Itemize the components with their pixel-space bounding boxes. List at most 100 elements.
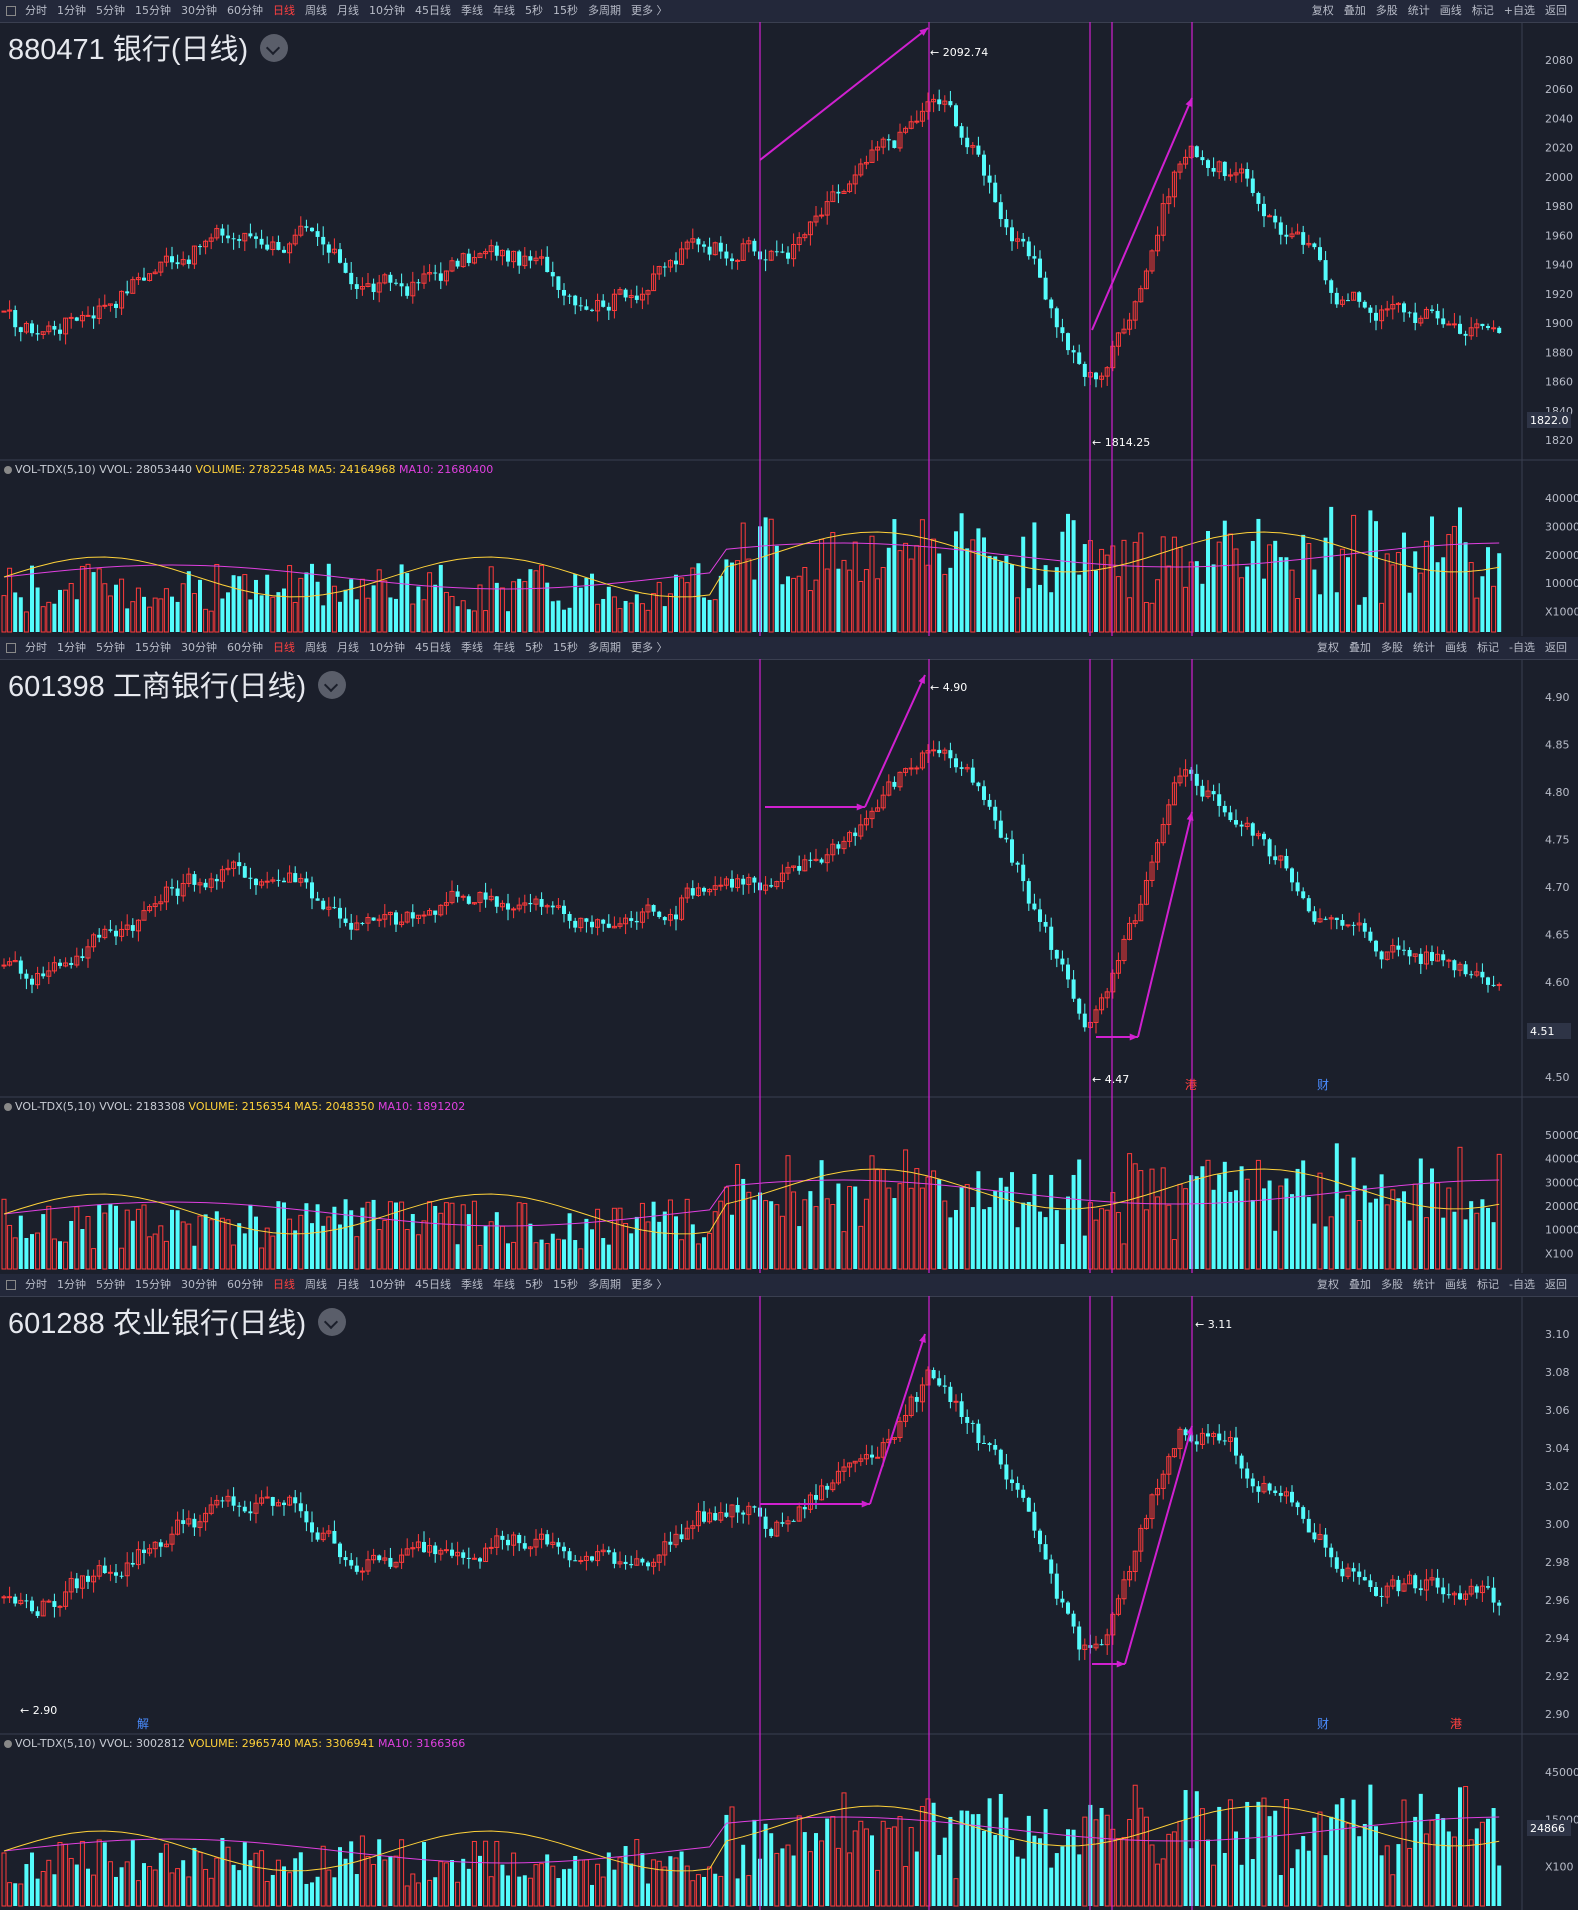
period-tab[interactable]: 周线 bbox=[305, 1278, 327, 1291]
tool-button[interactable]: 标记 bbox=[1471, 4, 1494, 17]
tool-button[interactable]: 复权 bbox=[1311, 4, 1334, 17]
period-tab[interactable]: 10分钟 bbox=[369, 641, 405, 654]
period-tab[interactable]: 15秒 bbox=[553, 641, 578, 654]
tool-button[interactable]: 多股 bbox=[1381, 641, 1404, 654]
period-tab[interactable]: 15秒 bbox=[553, 1278, 578, 1291]
tool-button[interactable]: 返回 bbox=[1545, 4, 1567, 17]
event-mark: 财 bbox=[1317, 1717, 1329, 1731]
indicator-toggle-icon[interactable] bbox=[4, 1740, 12, 1748]
tool-button[interactable]: 复权 bbox=[1317, 1278, 1340, 1291]
period-tab[interactable]: 30分钟 bbox=[181, 1278, 217, 1291]
period-tab[interactable]: 45日线 bbox=[415, 641, 451, 654]
candlestick-chart[interactable]: 2080206020402020200019801960194019201900… bbox=[0, 0, 1578, 636]
period-tab[interactable]: 1分钟 bbox=[57, 1278, 86, 1291]
tool-button[interactable]: 叠加 bbox=[1349, 1278, 1372, 1291]
indicator-toggle-icon[interactable] bbox=[4, 1103, 12, 1111]
tool-button[interactable]: 叠加 bbox=[1349, 641, 1372, 654]
period-tab[interactable]: 日线 bbox=[273, 1278, 295, 1291]
volume-indicator-header[interactable]: VOL-TDX(5,10) VVOL: 28053440 VOLUME: 278… bbox=[4, 463, 493, 476]
period-tab[interactable]: 周线 bbox=[305, 641, 327, 654]
period-tab[interactable]: 60分钟 bbox=[227, 4, 263, 17]
volume-indicator-header[interactable]: VOL-TDX(5,10) VVOL: 2183308 VOLUME: 2156… bbox=[4, 1100, 465, 1113]
period-tab[interactable]: 15秒 bbox=[553, 4, 578, 17]
period-tab[interactable]: 5秒 bbox=[525, 641, 543, 654]
period-tab[interactable]: 年线 bbox=[493, 4, 515, 17]
period-tab[interactable]: 季线 bbox=[461, 1278, 483, 1291]
volume-indicator-header[interactable]: VOL-TDX(5,10) VVOL: 3002812 VOLUME: 2965… bbox=[4, 1737, 465, 1750]
period-tab-list[interactable]: 分时 1分钟 5分钟 15分钟 30分钟 60分钟 日线 周线 月线 10分钟 45日线 季线 年线 5秒… bbox=[20, 4, 673, 17]
tool-button[interactable]: 画线 bbox=[1439, 4, 1462, 17]
period-tab[interactable]: 10分钟 bbox=[369, 1278, 405, 1291]
period-tab[interactable]: 5秒 bbox=[525, 1278, 543, 1291]
tool-buttons[interactable]: 复权 叠加 多股 统计 画线 标记 +自选 返回 bbox=[1307, 0, 1572, 22]
tool-button[interactable]: 统计 bbox=[1413, 1278, 1436, 1291]
period-tab[interactable]: 15分钟 bbox=[135, 641, 171, 654]
period-tab-list[interactable]: 分时 1分钟 5分钟 15分钟 30分钟 60分钟 日线 周线 月线 10分钟 45日线 季线 年线 5秒… bbox=[20, 641, 673, 654]
period-tab[interactable]: 45日线 bbox=[415, 4, 451, 17]
period-tab[interactable]: 15分钟 bbox=[135, 1278, 171, 1291]
period-tab[interactable]: 多周期 bbox=[588, 641, 621, 654]
indicator-toggle-icon[interactable] bbox=[4, 466, 12, 474]
period-tab[interactable]: 月线 bbox=[337, 1278, 359, 1291]
period-tab[interactable]: 5秒 bbox=[525, 4, 543, 17]
tool-button[interactable]: 多股 bbox=[1381, 1278, 1404, 1291]
chevron-down-icon[interactable] bbox=[318, 1308, 347, 1337]
period-tab[interactable]: 分时 bbox=[25, 641, 47, 654]
period-tab[interactable]: 季线 bbox=[461, 4, 483, 17]
tool-button[interactable]: +自选 bbox=[1503, 4, 1535, 17]
tool-button[interactable]: 画线 bbox=[1445, 641, 1468, 654]
period-tab[interactable]: 更多 〉 bbox=[631, 4, 668, 17]
period-tab[interactable]: 年线 bbox=[493, 1278, 515, 1291]
period-tab[interactable]: 60分钟 bbox=[227, 641, 263, 654]
chevron-down-icon[interactable] bbox=[318, 671, 347, 700]
period-tab[interactable]: 更多 〉 bbox=[631, 1278, 668, 1291]
period-tab[interactable]: 1分钟 bbox=[57, 641, 86, 654]
tool-button[interactable]: 画线 bbox=[1445, 1278, 1468, 1291]
tool-button[interactable]: 叠加 bbox=[1343, 4, 1366, 17]
period-tab[interactable]: 5分钟 bbox=[96, 4, 125, 17]
tool-button[interactable]: -自选 bbox=[1509, 641, 1535, 654]
period-tab[interactable]: 日线 bbox=[273, 641, 295, 654]
period-tab[interactable]: 1分钟 bbox=[57, 4, 86, 17]
volume-bar bbox=[35, 1878, 40, 1906]
volume-bar bbox=[858, 1820, 864, 1907]
tool-button[interactable]: -自选 bbox=[1509, 1278, 1535, 1291]
period-tab[interactable]: 5分钟 bbox=[96, 641, 125, 654]
period-tab[interactable]: 15分钟 bbox=[135, 4, 171, 17]
candle-body bbox=[1306, 1518, 1311, 1533]
period-tab[interactable]: 60分钟 bbox=[227, 1278, 263, 1291]
period-tab[interactable]: 季线 bbox=[461, 641, 483, 654]
tool-button[interactable]: 统计 bbox=[1407, 4, 1430, 17]
period-tab[interactable]: 分时 bbox=[25, 4, 47, 17]
tool-button[interactable]: 多股 bbox=[1375, 4, 1398, 17]
period-tab[interactable]: 30分钟 bbox=[181, 4, 217, 17]
period-tab[interactable]: 10分钟 bbox=[369, 4, 405, 17]
tool-button[interactable]: 标记 bbox=[1477, 1278, 1500, 1291]
period-tab[interactable]: 周线 bbox=[305, 4, 327, 17]
period-tab[interactable]: 月线 bbox=[337, 641, 359, 654]
period-tab[interactable]: 多周期 bbox=[588, 4, 621, 17]
tool-button[interactable]: 返回 bbox=[1545, 1278, 1567, 1291]
period-tab[interactable]: 月线 bbox=[337, 4, 359, 17]
candle-body bbox=[713, 1513, 718, 1521]
tool-button[interactable]: 标记 bbox=[1477, 641, 1500, 654]
period-tab[interactable]: 30分钟 bbox=[181, 641, 217, 654]
tool-buttons[interactable]: 复权 叠加 多股 统计 画线 标记 -自选 返回 bbox=[1312, 637, 1572, 659]
period-tab-list[interactable]: 分时 1分钟 5分钟 15分钟 30分钟 60分钟 日线 周线 月线 10分钟 45日线 季线 年线 5秒… bbox=[20, 1278, 673, 1291]
candlestick-chart[interactable]: 4.904.854.804.754.704.654.604.554.505000… bbox=[0, 637, 1578, 1273]
period-tab[interactable]: 45日线 bbox=[415, 1278, 451, 1291]
volume-bar bbox=[226, 592, 230, 632]
chevron-down-icon[interactable] bbox=[260, 34, 289, 63]
period-tab[interactable]: 5分钟 bbox=[96, 1278, 125, 1291]
tool-button[interactable]: 返回 bbox=[1545, 641, 1567, 654]
tool-button[interactable]: 统计 bbox=[1413, 641, 1436, 654]
tool-button[interactable]: 复权 bbox=[1317, 641, 1340, 654]
period-tab[interactable]: 多周期 bbox=[588, 1278, 621, 1291]
candlestick-chart[interactable]: 3.103.083.063.043.023.002.982.962.942.92… bbox=[0, 1274, 1578, 1910]
tool-buttons[interactable]: 复权 叠加 多股 统计 画线 标记 -自选 返回 bbox=[1312, 1274, 1572, 1296]
period-tab[interactable]: 更多 〉 bbox=[631, 641, 668, 654]
period-tab[interactable]: 年线 bbox=[493, 641, 515, 654]
period-tab[interactable]: 日线 bbox=[273, 4, 295, 17]
period-tab[interactable]: 分时 bbox=[25, 1278, 47, 1291]
candle-body bbox=[1026, 241, 1031, 257]
